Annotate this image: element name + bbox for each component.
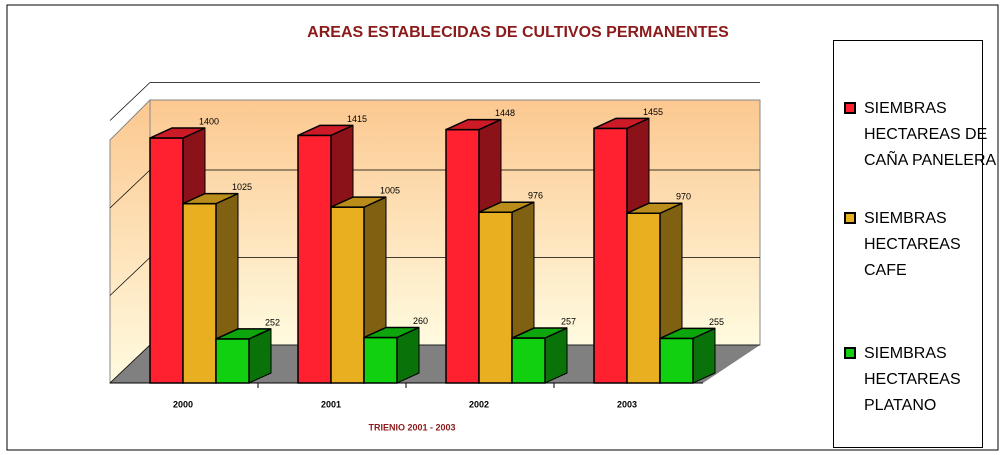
x-tick-label: 2002	[469, 399, 489, 409]
x-tick-label: 2000	[173, 399, 193, 409]
bar	[659, 337, 694, 384]
legend-label: SIEMBRAS HECTAREAS CAFE	[864, 210, 961, 279]
left-wall	[109, 98, 151, 385]
data-label: 976	[528, 191, 543, 201]
legend-item: SIEMBRAS HECTAREAS CAFE	[844, 206, 999, 284]
data-label: 257	[561, 316, 576, 326]
bar-top	[363, 326, 420, 339]
bar	[149, 137, 184, 384]
data-label: 1448	[495, 108, 515, 118]
bar-top	[593, 117, 650, 130]
bar	[445, 128, 480, 384]
grid-line	[109, 257, 151, 296]
data-label: 1005	[380, 186, 400, 196]
data-label: 1400	[199, 116, 219, 126]
data-label: 252	[265, 317, 280, 327]
bar-top	[297, 124, 354, 137]
bar-top	[215, 328, 272, 340]
legend-swatch	[844, 212, 856, 224]
legend-swatch	[844, 102, 856, 114]
x-tick-label: 2001	[321, 399, 341, 409]
legend-item: SIEMBRAS HECTAREAS PLATANO	[844, 341, 999, 419]
bar	[626, 212, 661, 384]
legend-swatch	[844, 347, 856, 359]
bar-top	[626, 202, 683, 214]
grid-line	[109, 82, 151, 121]
legend-item: SIEMBRAS HECTAREAS DE CAÑA PANELERA	[844, 96, 999, 174]
data-label: 255	[709, 317, 724, 327]
bar	[330, 206, 365, 384]
bar-top	[445, 118, 502, 131]
bar-top	[478, 201, 535, 213]
data-label: 260	[413, 316, 428, 326]
bar	[215, 338, 250, 384]
bar-top	[659, 327, 716, 340]
bar	[593, 127, 628, 384]
data-label: 970	[676, 192, 691, 202]
grid-line	[109, 169, 151, 209]
bar-top	[330, 196, 387, 208]
bar	[511, 337, 546, 384]
x-axis-title: TRIENIO 2001 - 2003	[368, 422, 455, 432]
grid-line	[109, 344, 151, 384]
bar	[363, 336, 398, 384]
data-label: 1415	[347, 114, 367, 124]
bar-top	[149, 127, 206, 139]
legend-label: SIEMBRAS HECTAREAS DE CAÑA PANELERA	[864, 100, 997, 169]
legend: SIEMBRAS HECTAREAS DE CAÑA PANELERA SIEMB…	[833, 40, 996, 448]
bar	[297, 134, 332, 384]
chart-title: AREAS ESTABLECIDAS DE CULTIVOS PERMANENT…	[307, 24, 729, 41]
data-label: 1455	[643, 107, 663, 117]
bar	[182, 202, 217, 384]
bar	[478, 211, 513, 384]
bar-top	[511, 327, 568, 339]
bar-top	[182, 192, 239, 205]
legend-label: SIEMBRAS HECTAREAS PLATANO	[864, 345, 961, 414]
data-label: 1025	[232, 182, 252, 192]
x-tick-label: 2003	[617, 399, 637, 409]
